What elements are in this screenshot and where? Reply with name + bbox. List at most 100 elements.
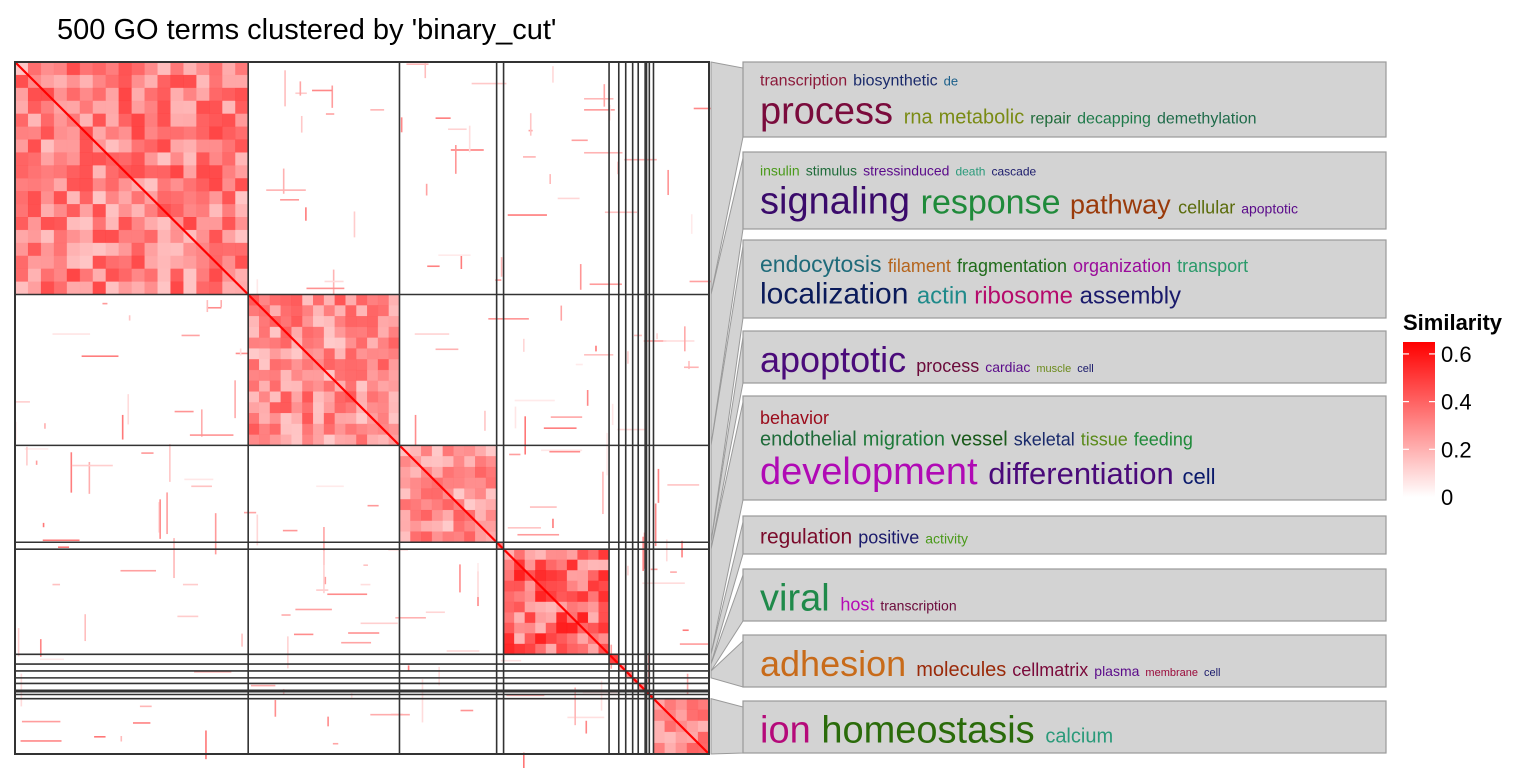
- heatmap-cell: [79, 87, 94, 102]
- word-cloud-panel: adhesion molecules cellmatrix plasma membran…: [742, 634, 1387, 688]
- heatmap-cell: [157, 126, 171, 140]
- heatmap-cell: [222, 152, 236, 166]
- heatmap-cell: [356, 423, 368, 435]
- heatmap-cell: [196, 152, 210, 166]
- heatmap-cell: [131, 139, 145, 153]
- heatmap-cell: [670, 571, 677, 573]
- heatmap-cell: [209, 62, 223, 76]
- heatmap-cell: [40, 204, 55, 218]
- heatmap-cell: [79, 152, 94, 166]
- similarity-legend: Similarity 0.6 0.4 0.2 0: [1403, 310, 1503, 510]
- heatmap-cell: [105, 191, 119, 205]
- heatmap-cell: [524, 559, 536, 571]
- heatmap-cell: [118, 87, 132, 102]
- heatmap-cell: [367, 316, 379, 328]
- heatmap-cell: [514, 591, 525, 603]
- heatmap-cell: [58, 546, 70, 548]
- heatmap-cell: [209, 204, 223, 218]
- heatmap-cell: [222, 139, 236, 153]
- word-cloud-word: endothelial: [760, 428, 857, 450]
- heatmap-cell: [157, 178, 171, 192]
- heatmap-cell: [323, 294, 335, 306]
- heatmap-cell: [388, 391, 400, 403]
- heatmap-cell: [209, 281, 223, 295]
- heatmap-cell: [293, 633, 314, 636]
- heatmap-cell: [120, 736, 123, 742]
- heatmap-cell: [410, 509, 422, 522]
- heatmap-cell: [118, 152, 132, 166]
- heatmap-cell: [144, 204, 158, 218]
- heatmap-cell: [105, 178, 119, 192]
- heatmap-cell: [118, 281, 132, 295]
- heatmap-cell: [15, 139, 29, 153]
- heatmap-cell: [324, 576, 327, 585]
- heatmap-cell: [453, 520, 465, 532]
- heatmap-cell: [313, 391, 325, 403]
- heatmap-cell: [66, 139, 81, 153]
- heatmap-cell: [431, 488, 443, 500]
- similarity-heatmap: [14, 61, 727, 773]
- heatmap-cell: [334, 305, 346, 317]
- heatmap-cell: [377, 402, 389, 414]
- heatmap-cell: [345, 380, 357, 392]
- heatmap-cell: [442, 531, 454, 543]
- heatmap-cell: [214, 513, 217, 555]
- heatmap-cell: [144, 113, 158, 127]
- heatmap-cell: [248, 434, 260, 446]
- heatmap-cell: [15, 87, 29, 102]
- heatmap-cell: [464, 499, 476, 511]
- heatmap-cell: [280, 305, 292, 317]
- heatmap-cell: [79, 281, 94, 295]
- word-cloud-word: positive: [858, 528, 919, 548]
- heatmap-cell: [170, 268, 184, 282]
- heatmap-cell: [471, 82, 507, 85]
- word-cloud-word: actin: [917, 283, 968, 310]
- heatmap-cell: [157, 74, 171, 89]
- heatmap-cell: [144, 126, 158, 140]
- heatmap-cell: [209, 152, 223, 166]
- heatmap-cell: [222, 87, 236, 102]
- heatmap-cell: [577, 601, 589, 613]
- heatmap-cell: [118, 62, 132, 76]
- heatmap-cell: [556, 643, 568, 655]
- heatmap-cell: [222, 100, 236, 114]
- heatmap-cell: [388, 423, 400, 435]
- heatmap-cell: [529, 506, 557, 508]
- heatmap-cell: [577, 580, 589, 592]
- heatmap-cell: [209, 229, 223, 244]
- heatmap-cell: [183, 178, 197, 192]
- heatmap-cell: [248, 326, 260, 338]
- heatmap-cell: [269, 391, 281, 403]
- heatmap-cell: [323, 423, 335, 435]
- heatmap-cell: [291, 413, 303, 425]
- heatmap-cell: [485, 445, 497, 457]
- heatmap-cell: [196, 74, 210, 89]
- heatmap-cell: [552, 518, 554, 529]
- heatmap-cell: [686, 720, 699, 733]
- heatmap-cell: [40, 242, 55, 257]
- heatmap-cell: [367, 391, 379, 403]
- heatmap-cell: [549, 174, 551, 185]
- heatmap-cell: [577, 559, 589, 571]
- word-cloud-word: cell: [1204, 667, 1221, 679]
- heatmap-cell: [425, 611, 445, 614]
- heatmap-cell: [566, 643, 578, 655]
- word-cloud-word: stressinduced: [863, 163, 949, 179]
- heatmap-cell: [399, 520, 411, 532]
- heatmap-cell: [579, 264, 582, 290]
- heatmap-cell: [27, 281, 42, 295]
- heatmap-cell: [66, 100, 81, 114]
- heatmap-cell: [157, 281, 171, 295]
- heatmap-cell: [183, 152, 197, 166]
- heatmap-cell: [577, 549, 589, 560]
- heatmap-cell: [514, 406, 517, 429]
- heatmap-cell: [556, 580, 568, 592]
- heatmap-cell: [183, 113, 197, 127]
- heatmap-cell: [92, 126, 106, 140]
- heatmap-cell: [370, 713, 410, 716]
- heatmap-cell: [448, 128, 467, 131]
- word-cloud-word: process: [916, 356, 979, 376]
- heatmap-cell: [435, 117, 451, 119]
- heatmap-cell: [503, 591, 515, 603]
